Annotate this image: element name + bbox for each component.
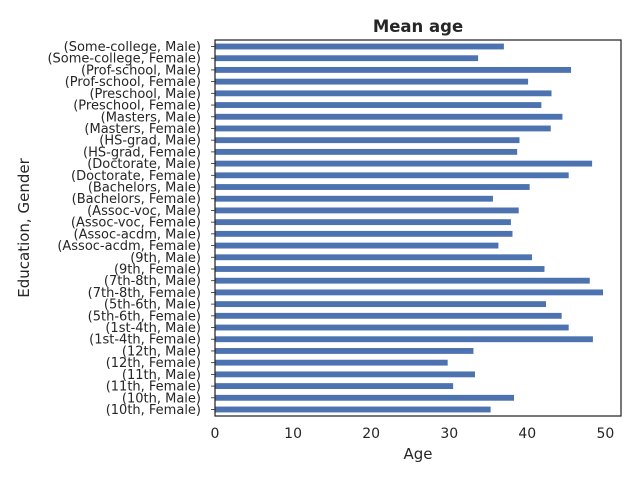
bar bbox=[215, 371, 475, 378]
category-label: (11th, Male) bbox=[122, 368, 201, 383]
bar bbox=[215, 172, 569, 179]
category-label: (12th, Male) bbox=[122, 344, 201, 359]
category-label: (Some-college, Male) bbox=[64, 40, 201, 55]
bar bbox=[215, 289, 604, 296]
bar bbox=[215, 195, 493, 202]
bar bbox=[215, 312, 562, 319]
category-label: (5th-6th, Male) bbox=[104, 298, 201, 313]
category-label: (12th, Female) bbox=[106, 356, 201, 371]
bar bbox=[215, 207, 519, 214]
bar bbox=[215, 348, 474, 354]
category-label: (HS-grad, Male) bbox=[99, 134, 201, 149]
category-label: (1st-4th, Male) bbox=[105, 321, 201, 336]
category-label: (Doctorate, Female) bbox=[71, 169, 201, 184]
category-label: (7th-8th, Female) bbox=[88, 286, 201, 301]
bar bbox=[215, 359, 448, 366]
bar bbox=[215, 336, 593, 343]
category-label: (Preschool, Male) bbox=[89, 87, 201, 102]
category-label: (9th, Female) bbox=[114, 262, 201, 277]
category-label: (Assoc-voc, Female) bbox=[71, 216, 201, 231]
bar bbox=[215, 406, 491, 413]
bar bbox=[215, 301, 547, 308]
category-label: (Some-college, Female) bbox=[47, 52, 201, 67]
category-label: (HS-grad, Female) bbox=[83, 145, 201, 160]
bar bbox=[215, 184, 530, 190]
category-label: (Bachelors, Male) bbox=[88, 181, 201, 196]
bar bbox=[215, 148, 518, 155]
bar bbox=[215, 324, 569, 331]
x-axis-label: Age bbox=[403, 445, 432, 463]
bar bbox=[215, 277, 590, 284]
chart-title: Mean age bbox=[373, 17, 463, 36]
x-tick-label: 20 bbox=[362, 426, 380, 442]
bar bbox=[215, 160, 593, 167]
category-label: (1st-4th, Female) bbox=[89, 333, 201, 348]
bar bbox=[215, 394, 515, 401]
category-label: (Prof-school, Male) bbox=[81, 63, 201, 78]
plot-frame bbox=[214, 39, 622, 417]
x-tick-label: 50 bbox=[596, 426, 614, 442]
category-label: (9th, Male) bbox=[130, 251, 201, 266]
category-label: (7th-8th, Male) bbox=[104, 274, 201, 289]
bar bbox=[215, 230, 513, 237]
bars-group bbox=[215, 43, 604, 413]
bar bbox=[215, 66, 572, 73]
category-label: (10th, Female) bbox=[106, 403, 201, 418]
bar bbox=[215, 43, 504, 50]
category-label: (10th, Male) bbox=[122, 391, 201, 406]
x-ticks-group: 0 10 20 30 40 50 bbox=[211, 426, 615, 442]
x-tick-label: 0 bbox=[211, 426, 220, 442]
bar bbox=[215, 254, 532, 261]
category-label: (11th, Female) bbox=[106, 380, 201, 395]
category-label: (Assoc-acdm, Female) bbox=[57, 239, 201, 254]
category-label: (Assoc-voc, Male) bbox=[87, 204, 201, 219]
bar bbox=[215, 102, 542, 108]
category-label: (Preschool, Female) bbox=[73, 99, 201, 114]
bar bbox=[215, 78, 529, 85]
bar bbox=[215, 383, 454, 390]
category-label: (Masters, Female) bbox=[84, 122, 201, 137]
bar bbox=[215, 266, 545, 272]
y-axis-label: Education, Gender bbox=[15, 157, 33, 297]
bar bbox=[215, 113, 563, 120]
x-tick-label: 40 bbox=[518, 426, 536, 442]
x-tick-label: 10 bbox=[284, 426, 302, 442]
bar bbox=[215, 137, 520, 144]
category-labels-group: (10th, Female)(10th, Male)(11th, Female)… bbox=[47, 40, 215, 418]
bar bbox=[215, 55, 479, 62]
x-tick-label: 30 bbox=[440, 426, 458, 442]
category-label: (Assoc-acdm, Male) bbox=[74, 227, 201, 242]
category-label: (Prof-school, Female) bbox=[65, 75, 201, 90]
bar bbox=[215, 242, 499, 249]
bar bbox=[215, 90, 552, 97]
category-label: (Doctorate, Male) bbox=[87, 157, 201, 172]
category-label: (Masters, Male) bbox=[101, 110, 201, 125]
bar bbox=[215, 125, 551, 132]
category-label: (Bachelors, Female) bbox=[72, 192, 201, 207]
bar bbox=[215, 219, 511, 226]
category-label: (5th-6th, Female) bbox=[88, 309, 201, 324]
